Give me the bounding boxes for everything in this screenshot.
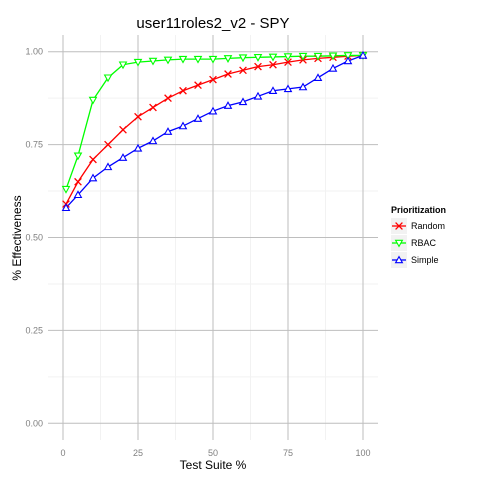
data-point-simple: [118, 153, 128, 161]
legend-label-random: Random: [411, 221, 445, 231]
data-point-rbac: [313, 52, 323, 61]
data-point-simple: [313, 73, 323, 81]
data-point-simple: [328, 63, 338, 72]
data-point-random: [164, 94, 172, 103]
data-point-simple: [61, 203, 71, 212]
data-point-simple: [163, 127, 173, 135]
data-point-rbac: [298, 52, 308, 61]
x-axis-title: Test Suite %: [180, 458, 247, 472]
data-point-simple: [358, 50, 368, 59]
data-point-rbac: [208, 55, 218, 64]
y-tick-label: 0.25: [25, 325, 43, 335]
y-tick-label: 1.00: [25, 47, 43, 57]
y-tick-label: 0.50: [25, 233, 43, 243]
data-point-simple: [298, 82, 308, 91]
data-point-rbac: [103, 74, 113, 83]
y-tick-label: 0.75: [25, 140, 43, 150]
data-point-simple: [193, 114, 203, 122]
x-axis-ticks: 0 25 50 75 100: [60, 448, 370, 458]
data-point-simple: [73, 190, 83, 199]
legend-key-marker: [394, 239, 404, 248]
data-point-simple: [223, 101, 233, 109]
data-point-random: [239, 66, 247, 75]
data-point-rbac: [223, 55, 233, 63]
data-point-rbac: [193, 55, 203, 64]
data-point-simple: [268, 86, 278, 95]
legend-item-random: Random: [391, 218, 445, 234]
legend: Prioritization Random RBAC Simple: [391, 205, 446, 268]
data-point-simple: [178, 121, 188, 130]
data-point-random: [89, 155, 97, 164]
data-point-random: [224, 70, 232, 78]
data-point-random: [104, 140, 112, 149]
data-point-random: [134, 112, 142, 121]
data-point-random: [284, 58, 292, 66]
x-tick-label: 25: [133, 448, 143, 458]
x-tick-label: 100: [355, 448, 370, 458]
data-point-random: [254, 62, 262, 71]
data-point-rbac: [163, 56, 173, 65]
data-point-rbac: [268, 53, 278, 62]
series-points: [61, 50, 368, 212]
data-point-random: [209, 75, 217, 84]
x-tick-label: 0: [60, 448, 65, 458]
data-point-simple: [208, 106, 218, 115]
data-point-random: [179, 86, 187, 95]
data-point-simple: [283, 84, 293, 93]
legend-key-marker: [394, 255, 404, 264]
data-point-rbac: [61, 185, 71, 194]
data-point-simple: [103, 162, 113, 171]
data-point-simple: [238, 97, 248, 106]
data-point-random: [149, 103, 157, 112]
legend-key-marker: [395, 222, 403, 230]
x-tick-label: 75: [283, 448, 293, 458]
data-point-simple: [133, 143, 143, 152]
y-axis-ticks: 0.00 0.25 0.50 0.75 1.00: [25, 47, 43, 429]
legend-title: Prioritization: [391, 205, 446, 215]
legend-label-rbac: RBAC: [411, 238, 437, 248]
legend-item-rbac: RBAC: [391, 235, 437, 251]
x-tick-label: 50: [208, 448, 218, 458]
data-point-random: [269, 60, 277, 69]
data-point-simple: [253, 91, 263, 100]
data-point-random: [119, 125, 127, 134]
chart-title: user11roles2_v2 - SPY: [136, 15, 289, 32]
data-point-rbac: [343, 52, 353, 60]
data-point-rbac: [88, 96, 98, 105]
data-point-rbac: [253, 54, 263, 62]
data-point-simple: [343, 56, 353, 65]
major-gridlines: [48, 35, 378, 440]
data-point-random: [74, 177, 82, 186]
data-point-rbac: [328, 52, 338, 61]
data-point-rbac: [148, 57, 158, 66]
y-axis-title: % Effectiveness: [10, 195, 24, 280]
data-point-rbac: [73, 152, 83, 161]
data-point-rbac: [118, 61, 128, 70]
data-point-simple: [88, 173, 98, 182]
data-point-simple: [148, 136, 158, 145]
data-point-rbac: [283, 53, 293, 62]
legend-item-simple: Simple: [391, 252, 439, 268]
data-point-rbac: [238, 54, 248, 63]
data-point-rbac: [133, 58, 143, 67]
y-tick-label: 0.00: [25, 418, 43, 428]
data-point-rbac: [178, 55, 188, 64]
data-point-random: [194, 81, 202, 90]
legend-label-simple: Simple: [411, 255, 439, 265]
